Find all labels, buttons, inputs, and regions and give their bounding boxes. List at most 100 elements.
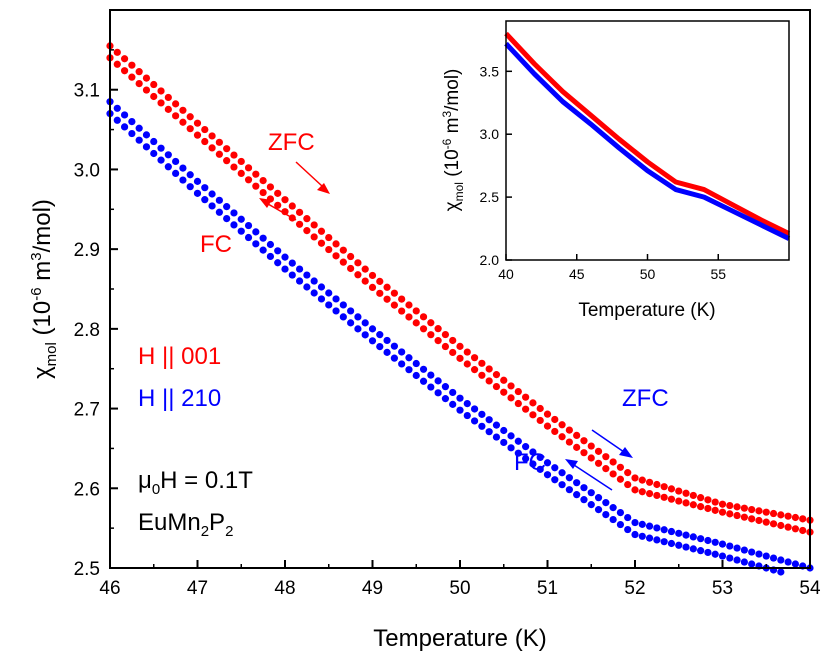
series-1-point (682, 499, 690, 507)
series-2-point (740, 546, 748, 554)
series-2-point (624, 513, 632, 522)
series-0-point (201, 125, 209, 134)
series-1-point (383, 295, 391, 303)
series-3-point (500, 438, 508, 447)
series-2-point (339, 301, 347, 309)
series-0-point (412, 307, 420, 315)
inset-y-axis-label: χmol (10-6 m3/mol) (440, 69, 466, 212)
main-y-label-sup2: 3 (28, 252, 45, 260)
series-0-point (675, 487, 683, 495)
field-mu-sub: 0 (152, 481, 160, 498)
series-0-point (332, 240, 340, 248)
series-1-point (492, 382, 501, 391)
series-0-point (120, 55, 129, 63)
series-2-point (726, 542, 734, 550)
fc-arrow-red (259, 198, 297, 221)
series-0-point (609, 458, 617, 466)
series-1-point (434, 337, 442, 345)
series-1-point (624, 480, 632, 489)
series-2-point (573, 479, 581, 487)
series-0-point (303, 215, 311, 223)
series-3-point (398, 360, 406, 368)
series-1-point (193, 131, 202, 139)
series-3-point (660, 538, 668, 546)
series-0-point (769, 509, 778, 518)
series-0-point (361, 265, 369, 273)
series-0-point (128, 61, 136, 69)
series-3-point (434, 389, 442, 397)
series-0-point (573, 431, 581, 440)
series-2-point (769, 554, 778, 562)
y-tick-label: 2.5 (74, 559, 100, 580)
series-1-point (616, 475, 625, 483)
series-1-point (645, 490, 654, 498)
series-2-point (288, 259, 296, 267)
series-2-point (215, 196, 223, 204)
main-y-label-end: /mol) (29, 199, 56, 252)
series-2-point (507, 432, 515, 440)
series-0-point (558, 421, 566, 429)
x-tick-label: 54 (799, 578, 821, 599)
series-1-point (339, 258, 347, 266)
series-1-point (120, 67, 129, 75)
series-1-point (558, 433, 566, 441)
series-2-point (580, 484, 588, 492)
series-0-point (288, 202, 296, 210)
series-1-point (784, 523, 792, 531)
series-2-point (427, 371, 435, 379)
series-2-point (230, 209, 238, 217)
series-3-point (186, 183, 194, 191)
series-1-point (762, 518, 770, 526)
series-3-point (573, 491, 581, 499)
series-0-point (244, 164, 253, 172)
inset-y-tick-label: 3.0 (480, 126, 500, 142)
series-0-point (748, 505, 756, 514)
series-2-point (689, 533, 697, 541)
series-0-point (529, 399, 537, 407)
series-1-point (463, 360, 471, 368)
series-2-point (244, 221, 253, 230)
series-2-point (274, 247, 282, 255)
inset-y-label-rest: (10 (442, 149, 463, 182)
series-0-point (135, 68, 143, 76)
series-2-point (317, 283, 326, 291)
series-3-point (179, 176, 187, 184)
series-2-point (755, 550, 763, 558)
series-3-point (128, 129, 136, 138)
series-3-point (478, 422, 486, 430)
series-2-point (762, 552, 770, 560)
zfc-arrow-red (295, 161, 330, 194)
series-3-point (201, 196, 209, 204)
inset-background (506, 21, 789, 260)
series-3-point (376, 342, 384, 351)
series-1-point (303, 227, 311, 235)
series-1-point (485, 377, 493, 385)
inset-y-tick-label: 2.5 (480, 189, 500, 205)
series-1-point (704, 504, 712, 513)
series-1-point (172, 112, 180, 120)
series-3-point (244, 233, 253, 242)
inset-x-axis-label: Temperature (K) (578, 300, 715, 321)
series-3-point (697, 547, 705, 555)
series-0 (106, 42, 814, 524)
series-2-point (500, 426, 508, 435)
compound-sub1: 2 (201, 523, 209, 540)
series-2-point (354, 313, 362, 321)
series-0-point (347, 252, 355, 261)
series-1-point (142, 86, 151, 94)
x-tick-label: 50 (449, 578, 470, 599)
series-1-point (711, 506, 719, 514)
compound-b: P (209, 509, 225, 536)
series-0-point (449, 336, 457, 345)
series-2-point (142, 131, 151, 139)
series-0-point (383, 283, 391, 291)
series-1-point (456, 354, 464, 362)
series-0-point (799, 515, 807, 523)
main-y-label-sup: -6 (28, 287, 45, 300)
series-3-point (164, 163, 172, 171)
series-2-point (485, 416, 493, 424)
inset-series-group (504, 31, 791, 241)
series-0-point (405, 301, 413, 309)
series-2-point (784, 558, 792, 566)
series-1-point (602, 465, 610, 473)
